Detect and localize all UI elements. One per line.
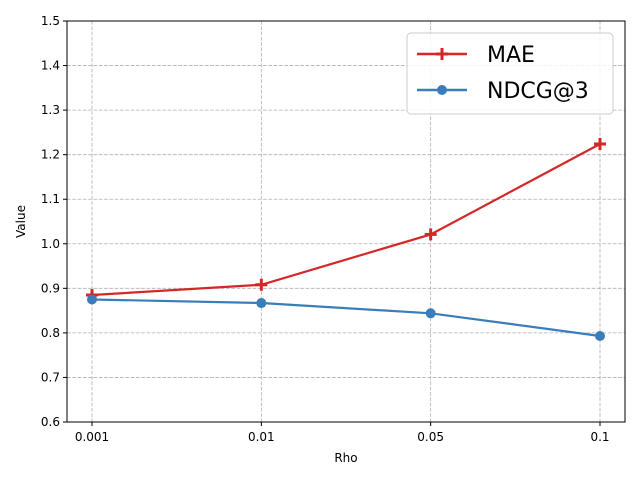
series-line-mae <box>91 143 601 297</box>
data-point-ndcg-3 <box>87 294 97 305</box>
x-axis-label: Rho <box>334 451 357 465</box>
y-axis-label: Value <box>14 205 28 238</box>
legend-marker-ndcg-3 <box>437 85 447 95</box>
y-tick-label: 0.7 <box>41 370 60 384</box>
data-point-mae <box>424 228 437 241</box>
y-tick-label: 0.8 <box>41 326 60 340</box>
data-point-ndcg-3 <box>256 298 267 309</box>
x-tick-label: 0.05 <box>417 430 444 444</box>
legend-marker-mae <box>436 48 448 60</box>
legend-label-ndcg-3: NDCG@3 <box>487 79 589 104</box>
y-tick-label: 1.5 <box>41 14 60 28</box>
y-tick-label: 1.3 <box>41 103 60 117</box>
y-tick-label: 1.1 <box>41 192 60 206</box>
x-tick-label: 0.01 <box>248 430 275 444</box>
data-point-ndcg-3 <box>425 308 436 319</box>
y-tick-label: 0.6 <box>41 415 60 429</box>
legend-label-mae: MAE <box>487 43 535 68</box>
plot-frame <box>66 20 626 423</box>
y-tick-label: 0.9 <box>41 281 60 295</box>
axis-ticks: 0.6 0.7 0.8 0.9 1.0 1.1 1.2 1.3 1.4 1.5 0.001 0.01 0… <box>41 14 610 444</box>
data-point-mae <box>255 278 268 291</box>
y-tick-label: 1.0 <box>41 237 60 251</box>
series-line-ndcg-3 <box>91 298 601 338</box>
x-tick-label: 0.1 <box>590 430 609 444</box>
data-point-ndcg-3 <box>595 331 605 342</box>
x-tick-label: 0.001 <box>75 430 109 444</box>
data-point-mae <box>594 137 606 150</box>
series-layer <box>86 137 606 342</box>
legend: MAE NDCG@3 <box>406 32 614 115</box>
y-tick-label: 1.4 <box>41 59 60 73</box>
y-tick-label: 1.2 <box>41 148 60 162</box>
